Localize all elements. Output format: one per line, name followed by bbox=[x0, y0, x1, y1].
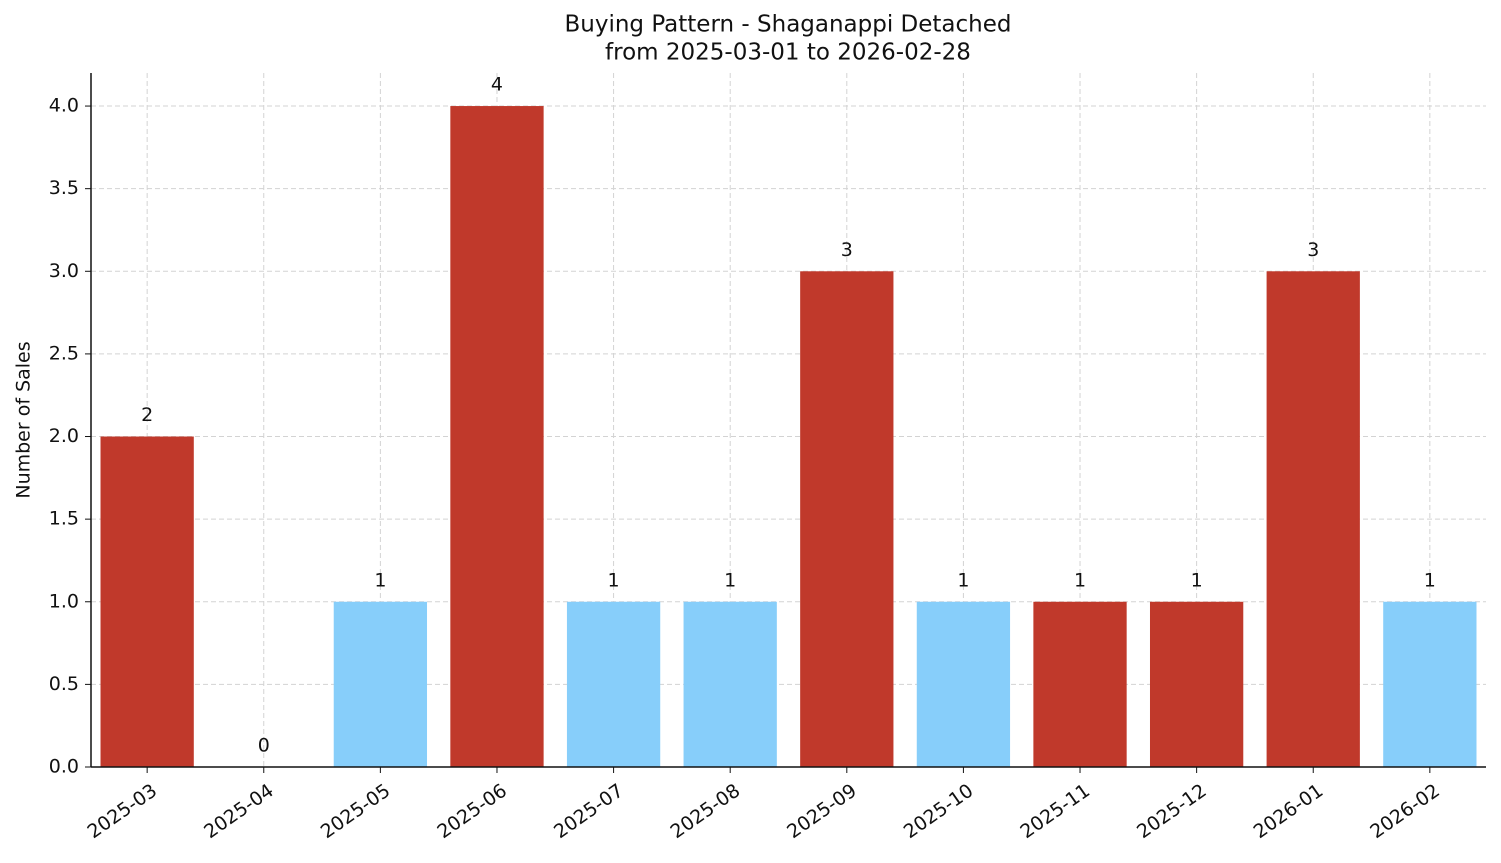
value-label: 1 bbox=[1074, 569, 1086, 591]
y-axis-label: Number of Sales bbox=[13, 341, 35, 498]
value-label: 1 bbox=[724, 569, 736, 591]
value-label: 3 bbox=[841, 239, 853, 261]
bar bbox=[1149, 601, 1244, 767]
value-label: 0 bbox=[258, 735, 270, 757]
y-tick-label: 3.0 bbox=[49, 260, 79, 282]
value-label: 1 bbox=[957, 569, 969, 591]
value-label: 1 bbox=[1424, 569, 1436, 591]
y-tick-label: 1.5 bbox=[49, 508, 79, 530]
bar bbox=[333, 601, 428, 767]
chart-title: Buying Pattern - Shaganappi Detached bbox=[565, 12, 1012, 38]
value-label: 1 bbox=[374, 569, 386, 591]
bar bbox=[1383, 601, 1477, 767]
bar bbox=[566, 601, 661, 767]
bar bbox=[800, 271, 894, 767]
bar bbox=[683, 601, 777, 767]
value-label: 1 bbox=[608, 569, 620, 591]
y-tick-label: 4.0 bbox=[49, 95, 79, 117]
value-label: 3 bbox=[1307, 239, 1319, 261]
value-label: 2 bbox=[141, 404, 153, 426]
y-tick-label: 2.5 bbox=[49, 342, 79, 364]
y-tick-label: 1.0 bbox=[49, 590, 79, 612]
y-tick-label: 0.5 bbox=[49, 673, 79, 695]
bar bbox=[1033, 601, 1127, 767]
value-label: 4 bbox=[491, 74, 503, 96]
value-label: 1 bbox=[1191, 569, 1203, 591]
bar bbox=[450, 106, 544, 768]
y-tick-label: 3.5 bbox=[49, 177, 79, 199]
y-tick-label: 0.0 bbox=[49, 756, 79, 778]
bar bbox=[916, 601, 1011, 767]
bar bbox=[100, 436, 194, 767]
bar bbox=[1266, 271, 1360, 767]
chart-subtitle: from 2025-03-01 to 2026-02-28 bbox=[605, 40, 971, 66]
y-tick-label: 2.0 bbox=[49, 425, 79, 447]
